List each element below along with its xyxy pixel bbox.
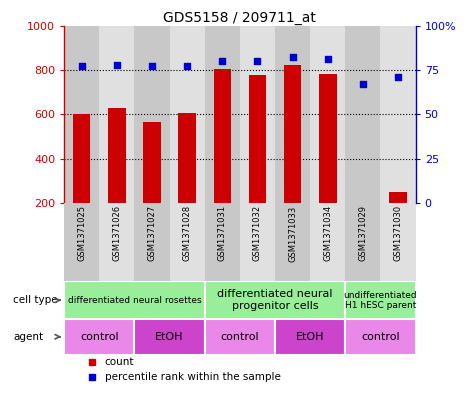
Bar bbox=[380, 203, 416, 281]
Point bbox=[359, 81, 367, 87]
Text: EtOH: EtOH bbox=[296, 332, 324, 342]
Text: differentiated neural rosettes: differentiated neural rosettes bbox=[67, 296, 201, 305]
Point bbox=[289, 54, 296, 61]
Bar bbox=[205, 319, 275, 354]
Point bbox=[78, 63, 86, 70]
Bar bbox=[345, 26, 380, 203]
Bar bbox=[380, 26, 416, 203]
Bar bbox=[205, 281, 345, 319]
Bar bbox=[170, 26, 205, 203]
Bar bbox=[64, 319, 134, 354]
Text: GSM1371028: GSM1371028 bbox=[183, 206, 191, 261]
Text: GSM1371026: GSM1371026 bbox=[113, 206, 121, 261]
Text: agent: agent bbox=[13, 332, 43, 342]
Bar bbox=[64, 26, 99, 203]
Bar bbox=[354, 203, 371, 246]
Text: GSM1371025: GSM1371025 bbox=[77, 206, 86, 261]
Point bbox=[148, 63, 156, 70]
Bar bbox=[134, 319, 205, 354]
Point bbox=[324, 56, 332, 62]
Text: GSM1371032: GSM1371032 bbox=[253, 206, 262, 261]
Bar bbox=[134, 26, 170, 203]
Bar bbox=[99, 26, 134, 203]
Bar bbox=[205, 26, 240, 203]
Text: GSM1371027: GSM1371027 bbox=[148, 206, 156, 261]
Text: differentiated neural
progenitor cells: differentiated neural progenitor cells bbox=[217, 290, 333, 311]
Bar bbox=[64, 203, 99, 281]
Text: undifferentiated
H1 hESC parent: undifferentiated H1 hESC parent bbox=[343, 290, 417, 310]
Text: GSM1371030: GSM1371030 bbox=[394, 206, 402, 261]
Point bbox=[113, 61, 121, 68]
Text: EtOH: EtOH bbox=[155, 332, 184, 342]
Bar bbox=[143, 122, 161, 203]
Bar bbox=[134, 203, 170, 281]
Text: control: control bbox=[361, 332, 400, 342]
Point bbox=[394, 74, 402, 80]
Bar bbox=[345, 319, 416, 354]
Bar bbox=[170, 203, 205, 281]
Bar bbox=[99, 203, 134, 281]
Point bbox=[218, 58, 226, 64]
Bar bbox=[345, 203, 380, 281]
Bar bbox=[275, 319, 345, 354]
Point bbox=[183, 63, 191, 70]
Bar bbox=[275, 203, 310, 281]
Bar bbox=[64, 281, 205, 319]
Text: control: control bbox=[80, 332, 119, 342]
Text: count: count bbox=[104, 357, 134, 367]
Bar bbox=[310, 203, 345, 281]
Bar bbox=[319, 74, 336, 203]
Bar bbox=[73, 114, 91, 203]
Bar bbox=[310, 26, 345, 203]
Bar bbox=[345, 281, 416, 319]
Text: cell type: cell type bbox=[13, 295, 58, 305]
Text: percentile rank within the sample: percentile rank within the sample bbox=[104, 373, 280, 382]
Bar bbox=[108, 108, 125, 203]
Bar bbox=[179, 113, 196, 203]
Text: control: control bbox=[220, 332, 259, 342]
Bar bbox=[249, 75, 266, 203]
Title: GDS5158 / 209711_at: GDS5158 / 209711_at bbox=[163, 11, 316, 24]
Text: GSM1371031: GSM1371031 bbox=[218, 206, 227, 261]
Text: GSM1371033: GSM1371033 bbox=[288, 206, 297, 262]
Bar bbox=[275, 26, 310, 203]
Bar bbox=[240, 26, 275, 203]
Bar bbox=[284, 66, 301, 203]
Bar bbox=[390, 192, 407, 203]
Bar bbox=[240, 203, 275, 281]
Text: GSM1371034: GSM1371034 bbox=[323, 206, 332, 261]
Bar bbox=[213, 69, 231, 203]
Bar bbox=[205, 203, 240, 281]
Point bbox=[254, 58, 261, 64]
Text: GSM1371029: GSM1371029 bbox=[359, 206, 367, 261]
